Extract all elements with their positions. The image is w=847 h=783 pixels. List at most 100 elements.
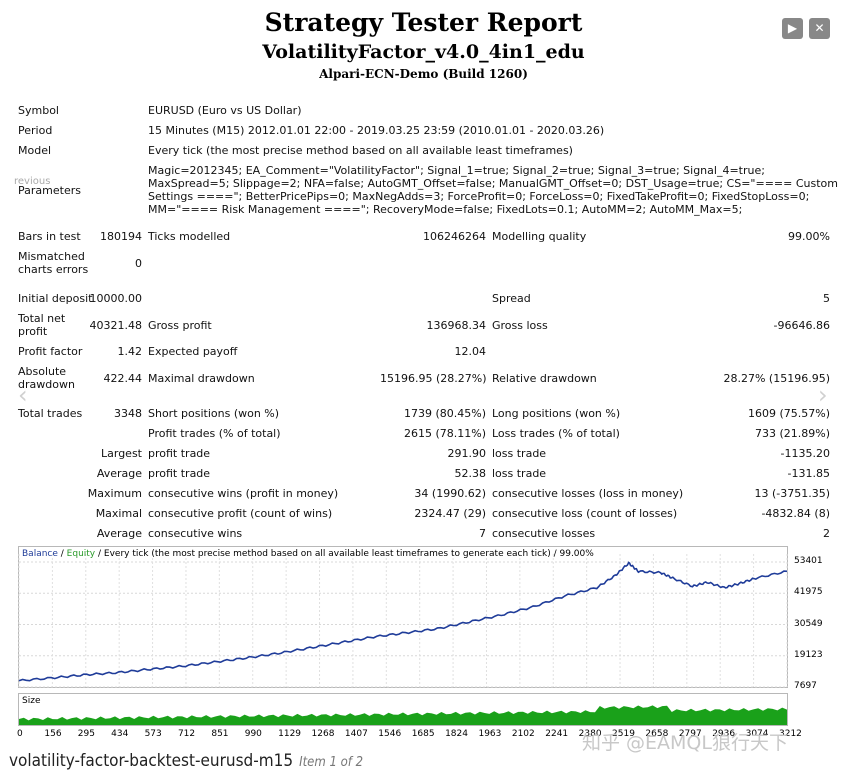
play-icon: ▶ bbox=[787, 21, 798, 35]
x-tick-label: 434 bbox=[111, 729, 129, 739]
ticks-label: Ticks modelled bbox=[148, 230, 231, 243]
previous-overlay-text: revious bbox=[14, 176, 51, 187]
y-tick-label: 30549 bbox=[794, 618, 823, 629]
avg-wins-label: consecutive wins bbox=[148, 527, 243, 540]
next-arrow-icon[interactable]: › bbox=[818, 381, 828, 409]
long-label: Long positions (won %) bbox=[492, 407, 621, 420]
chart-legend: Balance / Equity / Every tick (the most … bbox=[22, 549, 594, 559]
server-build: Alpari-ECN-Demo (Build 1260) bbox=[319, 67, 528, 81]
spread-value: 5 bbox=[823, 292, 830, 305]
x-tick-label: 2797 bbox=[678, 729, 702, 739]
netprofit-label-2: profit bbox=[18, 325, 48, 338]
x-tick-label: 3212 bbox=[779, 729, 802, 739]
model-label: Model bbox=[18, 144, 52, 157]
parameters-label: Parameters bbox=[18, 184, 81, 197]
model-value: Every tick (the most precise method base… bbox=[148, 144, 573, 157]
grossprofit-value: 136968.34 bbox=[426, 319, 487, 332]
x-tick-label: 156 bbox=[44, 729, 62, 739]
report-title: Strategy Tester Report bbox=[264, 8, 583, 37]
maximum-label: Maximum bbox=[87, 487, 142, 500]
netprofit-label-1: Total net bbox=[18, 312, 66, 325]
spread-label: Spread bbox=[492, 292, 531, 305]
bars-label: Bars in test bbox=[18, 230, 81, 243]
netprofit-value: 40321.48 bbox=[89, 319, 143, 332]
avg-wins-value: 7 bbox=[479, 527, 486, 540]
bars-value: 180194 bbox=[100, 230, 142, 243]
lt-value: 733 (21.89%) bbox=[754, 427, 830, 440]
expert-name: VolatilityFactor_v4.0_4in1_edu bbox=[262, 41, 585, 63]
max-wins-label: consecutive wins (profit in money) bbox=[148, 487, 339, 500]
deposit-value: 10000.00 bbox=[89, 292, 143, 305]
y-tick-label: 53401 bbox=[794, 556, 823, 566]
average-loss-label: loss trade bbox=[492, 467, 547, 480]
pf-label: Profit factor bbox=[18, 345, 83, 358]
legend-equity: Equity bbox=[66, 549, 96, 559]
period-value: 15 Minutes (M15) 2012.01.01 22:00 - 2019… bbox=[148, 124, 605, 137]
y-tick-label: 41975 bbox=[794, 587, 823, 598]
largest-profit-label: profit trade bbox=[148, 447, 211, 460]
slideshow-play-button[interactable]: ▶ bbox=[782, 18, 803, 39]
y-tick-label: 7697 bbox=[794, 681, 817, 691]
reldd-value: 28.27% (15196.95) bbox=[723, 372, 830, 385]
mx-profit-value: 2324.47 (29) bbox=[414, 507, 486, 520]
parameters-value: Magic=2012345; EA_Comment="VolatilityFac… bbox=[148, 164, 838, 216]
legend-description: / Every tick (the most precise method ba… bbox=[95, 549, 594, 559]
mx-profit-label: consecutive profit (count of wins) bbox=[148, 507, 333, 520]
mismatch-value: 0 bbox=[135, 257, 142, 270]
short-label: Short positions (won %) bbox=[148, 407, 280, 420]
image-caption: volatility-factor-backtest-eurusd-m15 Ite… bbox=[9, 751, 363, 771]
x-tick-label: 3074 bbox=[745, 729, 769, 739]
pf-value: 1.42 bbox=[117, 345, 143, 358]
ep-value: 12.04 bbox=[454, 345, 487, 358]
x-tick-label: 1407 bbox=[344, 729, 368, 739]
maximal-label: Maximal bbox=[95, 507, 142, 520]
quality-label: Modelling quality bbox=[492, 230, 587, 243]
pt-value: 2615 (78.11%) bbox=[403, 427, 486, 440]
caption-item-counter: Item 1 of 2 bbox=[299, 755, 364, 770]
x-tick-label: 1963 bbox=[478, 729, 502, 739]
x-tick-label: 851 bbox=[211, 729, 229, 739]
y-tick-label: 19123 bbox=[794, 649, 823, 660]
x-tick-label: 2380 bbox=[578, 729, 602, 739]
x-tick-label: 295 bbox=[77, 729, 95, 739]
trades-label: Total trades bbox=[18, 407, 83, 420]
symbol-label: Symbol bbox=[18, 104, 59, 117]
x-tick-label: 712 bbox=[177, 729, 196, 739]
maxdd-label: Maximal drawdown bbox=[148, 372, 255, 385]
average-profit-label: profit trade bbox=[148, 467, 211, 480]
x-tick-label: 2658 bbox=[645, 729, 669, 739]
mismatch-label-2: charts errors bbox=[18, 263, 89, 276]
balance-chart bbox=[18, 546, 788, 688]
avg-losses-value: 2 bbox=[823, 527, 830, 540]
largest-label: Largest bbox=[101, 447, 142, 460]
mismatch-label-1: Mismatched bbox=[18, 250, 85, 263]
x-tick-label: 1546 bbox=[378, 729, 402, 739]
x-tick-label: 2519 bbox=[612, 729, 635, 739]
x-tick-label: 0 bbox=[17, 729, 23, 739]
average-loss-value: -131.85 bbox=[787, 467, 830, 480]
size-label: Size bbox=[22, 696, 41, 706]
avg-losses-label: consecutive losses bbox=[492, 527, 596, 540]
x-tick-label: 1824 bbox=[445, 729, 468, 739]
caption-filename: volatility-factor-backtest-eurusd-m15 bbox=[9, 751, 294, 771]
balance-line bbox=[18, 561, 788, 682]
largest-loss-label: loss trade bbox=[492, 447, 547, 460]
max-wins-value: 34 (1990.62) bbox=[414, 487, 486, 500]
previous-arrow-icon[interactable]: ‹ bbox=[18, 381, 28, 409]
watermark: 知乎 @EAMQL狼行天下 bbox=[582, 732, 788, 754]
absdd-label-2: drawdown bbox=[18, 378, 75, 391]
x-tick-label: 1129 bbox=[278, 729, 302, 739]
close-button[interactable]: ✕ bbox=[809, 18, 830, 39]
ep-label: Expected payoff bbox=[148, 345, 238, 358]
largest-loss-value: -1135.20 bbox=[780, 447, 830, 460]
maxdd-value: 15196.95 (28.27%) bbox=[380, 372, 487, 385]
largest-profit-value: 291.90 bbox=[447, 447, 487, 460]
absdd-value: 422.44 bbox=[103, 372, 143, 385]
average-label: Average bbox=[96, 467, 142, 480]
long-value: 1609 (75.57%) bbox=[747, 407, 830, 420]
short-value: 1739 (80.45%) bbox=[403, 407, 486, 420]
avg-consecutive-label: Average bbox=[96, 527, 142, 540]
grossloss-label: Gross loss bbox=[492, 319, 548, 332]
symbol-value: EURUSD (Euro vs US Dollar) bbox=[148, 104, 302, 117]
